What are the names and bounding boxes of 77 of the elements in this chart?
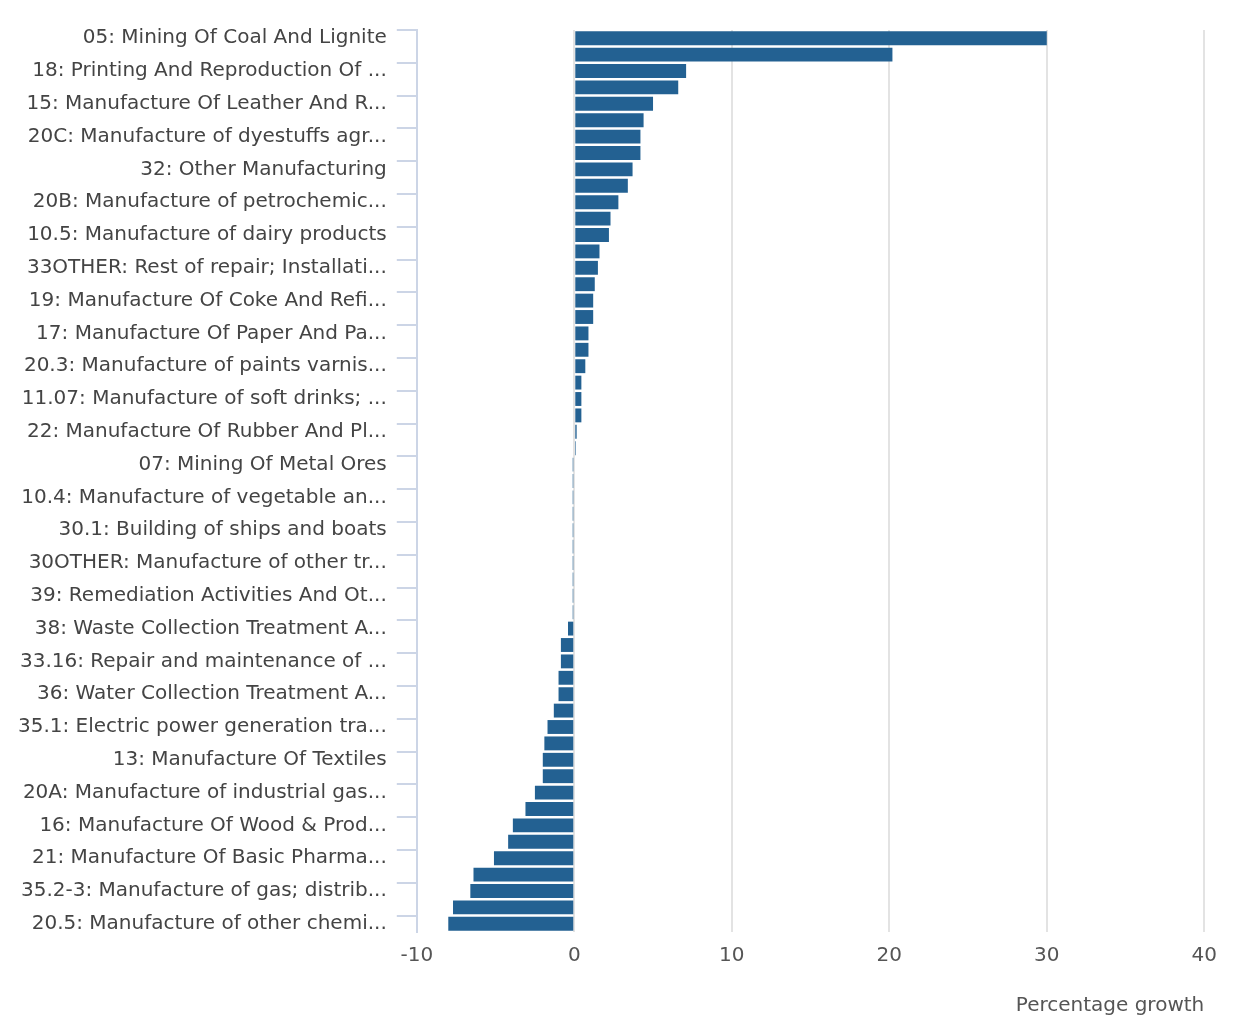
bar — [560, 638, 574, 652]
bar — [575, 64, 687, 78]
y-tick-label: 39: Remediation Activities And Ot... — [30, 582, 387, 606]
bar — [575, 326, 589, 341]
bar — [558, 670, 574, 685]
y-tick-label: 20B: Manufacture of petrochemic... — [32, 188, 387, 213]
bar — [525, 802, 574, 816]
bar — [542, 769, 574, 784]
bar — [575, 211, 611, 226]
bar — [508, 834, 574, 849]
y-tick-label: 11.07: Manufacture of soft drinks; ... — [21, 385, 387, 410]
bar — [558, 687, 574, 702]
bar — [547, 720, 574, 734]
x-tick-label: 10 — [719, 942, 745, 967]
bar — [567, 621, 574, 636]
y-tick-label: 15: Manufacture Of Leather And R... — [26, 90, 387, 114]
bar — [553, 703, 574, 718]
bar — [575, 392, 582, 406]
bar — [512, 818, 574, 833]
y-tick-label: 10.4: Manufacture of vegetable an... — [21, 483, 387, 508]
y-tick-label: 30.1: Building of ships and boats — [58, 516, 387, 541]
bar — [560, 654, 574, 669]
x-tick-label: 0 — [567, 942, 581, 967]
y-tick-label: 07: Mining Of Metal Ores — [138, 450, 387, 475]
y-tick-label: 36: Water Collection Treatment A... — [36, 680, 387, 705]
y-tick-label: 35.2-3: Manufacture of gas; distrib... — [20, 877, 387, 902]
bar — [575, 277, 595, 292]
x-tick-label: 40 — [1191, 942, 1217, 967]
bar — [575, 310, 594, 324]
y-tick-label: 20C: Manufacture of dyestuffs agr... — [27, 122, 387, 147]
y-tick-label: 10.5: Manufacture of dairy products — [27, 221, 387, 246]
y-tick-label: 20.3: Manufacture of paints varnis... — [23, 352, 387, 377]
y-tick-label: 13: Manufacture Of Textiles — [112, 746, 387, 770]
x-tick-label: 30 — [1034, 942, 1060, 967]
bar — [575, 162, 633, 177]
bar — [575, 408, 582, 423]
y-tick-label: 33OTHER: Rest of repair; Installati... — [26, 254, 387, 278]
bar — [575, 260, 598, 275]
bar — [575, 228, 609, 242]
bar — [470, 884, 574, 898]
x-tick-label: -10 — [400, 942, 434, 967]
y-tick-label: 17: Manufacture Of Paper And Pa... — [36, 319, 387, 344]
bar — [534, 785, 574, 800]
bar — [575, 244, 600, 259]
bar — [544, 736, 574, 751]
y-tick-label: 38: Waste Collection Treatment A... — [34, 614, 387, 639]
y-tick-label: 20.5: Manufacture of other chemi... — [31, 910, 387, 934]
bar — [448, 916, 574, 931]
y-tick-label: 21: Manufacture Of Basic Pharma... — [31, 844, 387, 869]
y-tick-label: 32: Other Manufacturing — [140, 155, 387, 180]
bar — [575, 96, 654, 111]
bar — [575, 129, 641, 144]
y-tick-label: 05: Mining Of Coal And Lignite — [82, 24, 387, 49]
bar — [575, 146, 641, 160]
bar — [575, 342, 589, 357]
y-tick-label: 35.1: Electric power generation tra... — [17, 713, 387, 738]
x-axis-title: Percentage growth — [1015, 992, 1205, 1017]
y-tick-label: 30OTHER: Manufacture of other tr... — [28, 549, 387, 574]
bar — [575, 80, 679, 95]
bar — [453, 900, 574, 915]
y-tick-label: 20A: Manufacture of industrial gas... — [22, 778, 387, 803]
y-tick-label: 19: Manufacture Of Coke And Refi... — [28, 286, 387, 311]
bar — [575, 375, 582, 390]
y-tick-label: 16: Manufacture Of Wood & Prod... — [39, 811, 387, 836]
bar — [473, 867, 574, 882]
bar — [575, 47, 893, 62]
bar — [575, 195, 619, 210]
bar — [575, 178, 628, 193]
bar — [575, 293, 594, 308]
y-tick-label: 33.16: Repair and maintenance of ... — [19, 647, 387, 672]
y-tick-label: 18: Printing And Reproduction Of ... — [32, 57, 387, 82]
bar — [575, 113, 644, 128]
bar — [493, 851, 574, 866]
x-tick-label: 20 — [876, 942, 903, 967]
y-tick-label: 22: Manufacture Of Rubber And Pl... — [26, 418, 387, 442]
bar — [542, 752, 574, 767]
bar — [575, 359, 586, 374]
